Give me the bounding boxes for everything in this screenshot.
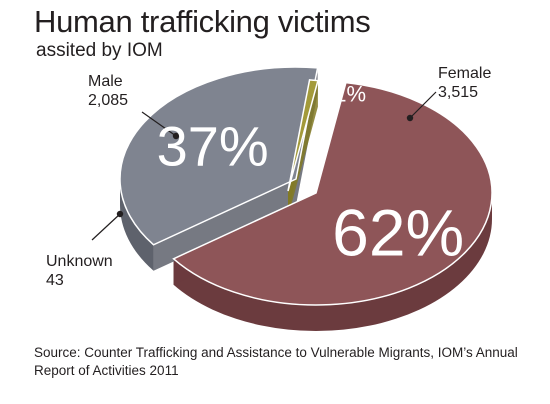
slice-value-unknown: 43 — [46, 272, 64, 289]
slice-name-male: Male — [88, 73, 123, 90]
pie-slice-female — [172, 81, 493, 306]
leader-lines — [91, 91, 437, 241]
pie-tops — [119, 66, 493, 306]
source-note: Source: Counter Trafficking and Assistan… — [34, 345, 518, 378]
chart-subtitle: assited by IOM — [36, 40, 163, 61]
percent-label-female: 62% — [332, 196, 464, 270]
pie-edge-male — [153, 179, 296, 271]
pie-edge-unknown — [288, 80, 318, 217]
percent-label-unknown: 1% — [334, 82, 366, 107]
chart-title: Human trafficking victims — [34, 4, 371, 39]
leader-dot-female — [406, 114, 414, 122]
leader-line-male — [141, 111, 177, 137]
slice-value-female: 3,515 — [438, 84, 478, 101]
pie-side-female — [173, 193, 492, 332]
pie-slice-unknown — [287, 79, 319, 192]
leader-dot-unknown — [116, 210, 124, 218]
slice-name-female: Female — [438, 65, 491, 82]
pie-side-male — [120, 179, 154, 271]
percent-label-male: 37% — [157, 115, 269, 178]
pie-labels: 62% 37% 1% Female 3,515 Male 2,085 Unknown 43 — [46, 65, 491, 289]
slice-value-male: 2,085 — [88, 92, 128, 109]
leader-line-unknown — [91, 213, 121, 241]
pie-slice-male — [119, 66, 319, 246]
leader-dot-male — [172, 132, 180, 140]
leader-line-female — [409, 91, 437, 119]
slice-name-unknown: Unknown — [46, 253, 113, 270]
